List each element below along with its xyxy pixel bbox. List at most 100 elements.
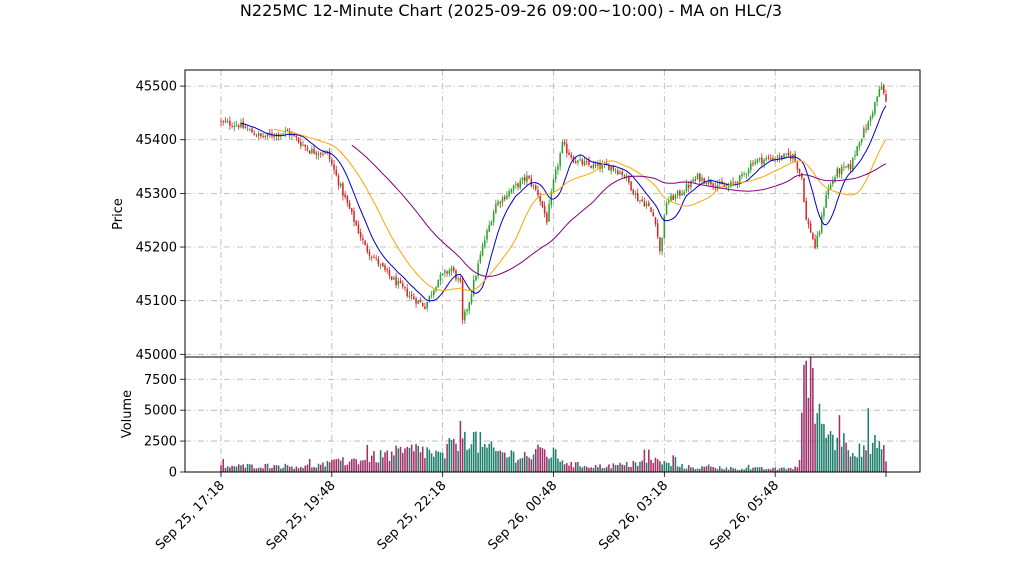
volume-bar	[838, 415, 841, 472]
price-tick-label: 45400	[136, 133, 177, 148]
volume-bar	[417, 445, 420, 472]
volume-bar	[747, 464, 750, 472]
volume-bar	[477, 452, 479, 472]
volume-bar	[457, 450, 459, 472]
volume-bar	[508, 456, 510, 472]
candle-body	[375, 257, 377, 259]
price-tick-label: 45100	[136, 294, 177, 309]
volume-bar	[512, 451, 515, 472]
candle-body	[222, 121, 224, 122]
volume-bar	[459, 420, 462, 472]
volume-bar	[452, 438, 455, 472]
volume-bar	[404, 448, 406, 472]
candle-body	[812, 233, 814, 240]
volume-bar	[765, 469, 768, 472]
candle-body	[588, 160, 590, 165]
candle-body	[752, 163, 754, 165]
volume-bar	[523, 451, 526, 472]
volume-bar	[778, 468, 781, 472]
candle-body	[379, 263, 382, 265]
candle-body	[878, 89, 881, 97]
volume-bar	[851, 453, 854, 472]
candle-body	[546, 213, 548, 223]
candle-body	[331, 159, 333, 165]
volume-bar	[408, 447, 411, 472]
volume-bar	[632, 460, 635, 472]
candle-body	[521, 177, 524, 181]
candle-body	[836, 168, 839, 177]
candle-body	[315, 152, 318, 155]
volume-bar	[546, 456, 548, 472]
candle-body	[592, 164, 595, 169]
candle-body	[590, 165, 592, 168]
volume-bar	[342, 457, 344, 472]
candle-body	[710, 180, 712, 185]
candle-body	[448, 270, 451, 274]
volume-bar	[734, 468, 737, 472]
candle-body	[661, 237, 663, 252]
volume-bar	[464, 431, 466, 472]
candle-body	[348, 202, 351, 209]
candle-body	[353, 211, 355, 222]
volume-bar	[794, 466, 796, 472]
candle-body	[747, 169, 750, 174]
volume-bar	[648, 449, 650, 472]
candle-body	[730, 182, 732, 187]
price-tick-label: 45000	[136, 348, 177, 363]
volume-bar	[297, 468, 300, 472]
candle-body	[421, 302, 424, 307]
x-tick-label: Sep 25, 22:18	[375, 478, 450, 553]
candle-body	[244, 126, 247, 129]
volume-bar	[674, 457, 677, 472]
candle-body	[734, 182, 737, 184]
price-tick-label: 45500	[136, 80, 177, 95]
candle-body	[696, 174, 699, 180]
candle-body	[787, 152, 790, 156]
volume-bar	[630, 467, 632, 472]
volume-bar	[317, 463, 320, 472]
candle-body	[541, 200, 544, 207]
candle-body	[794, 153, 796, 162]
candle-body	[406, 288, 408, 297]
volume-bar	[807, 397, 810, 472]
volume-bar	[750, 469, 752, 472]
candle-body	[838, 168, 841, 174]
volume-bar	[313, 466, 315, 472]
volume-bar	[871, 442, 874, 472]
candle-body	[623, 175, 626, 177]
candle-body	[386, 269, 389, 271]
volume-bar	[357, 464, 360, 472]
volume-bar	[333, 459, 335, 472]
volume-bar	[741, 468, 743, 472]
volume-bar	[406, 446, 408, 472]
volume-bar	[386, 450, 389, 472]
volume-bar	[503, 452, 506, 472]
volume-bar	[226, 466, 229, 472]
candle-body	[834, 177, 836, 182]
candle-body	[275, 133, 278, 137]
candle-body	[249, 129, 251, 131]
volume-bar	[809, 357, 812, 472]
volume-bar	[355, 459, 357, 472]
candle-body	[373, 257, 375, 258]
volume-bar	[348, 461, 351, 472]
candle-body	[880, 85, 883, 90]
candle-body	[650, 207, 652, 212]
volume-bar	[681, 464, 683, 472]
candle-body	[832, 180, 834, 185]
candle-body	[308, 150, 311, 154]
candle-body	[264, 136, 267, 137]
candle-body	[707, 179, 710, 184]
volume-bar	[874, 434, 876, 472]
volume-bar	[242, 464, 244, 472]
volume-bar	[324, 466, 326, 472]
candle-body	[488, 224, 490, 232]
candle-body	[357, 224, 360, 234]
volume-bar	[663, 460, 666, 472]
volume-bar	[738, 469, 741, 472]
volume-bar	[652, 462, 655, 472]
volume-bar	[437, 451, 440, 472]
volume-bar	[240, 465, 242, 472]
volume-bar	[659, 461, 661, 472]
volume-bar	[834, 450, 836, 472]
